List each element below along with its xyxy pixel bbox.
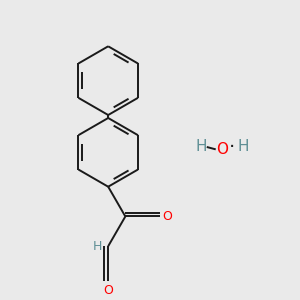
Text: ·: · (229, 138, 235, 158)
Text: H: H (196, 140, 207, 154)
Text: H: H (238, 140, 249, 154)
Text: H: H (93, 240, 102, 253)
Text: O: O (163, 210, 172, 223)
Text: O: O (216, 142, 228, 157)
Text: O: O (103, 284, 113, 297)
